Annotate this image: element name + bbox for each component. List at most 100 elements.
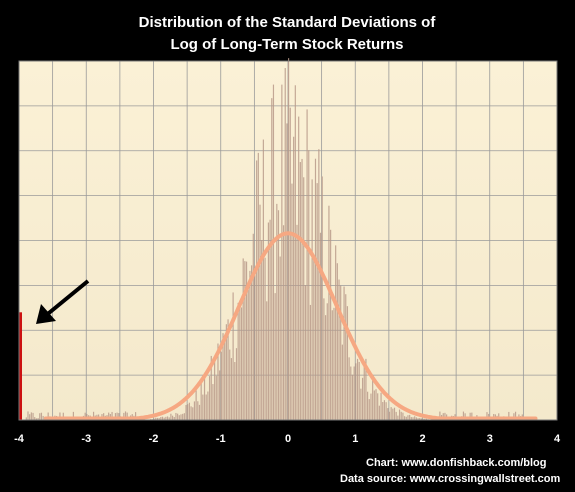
histogram-bar	[279, 256, 281, 420]
histogram-bar	[288, 58, 290, 421]
histogram-bar	[397, 415, 399, 420]
histogram-bar	[32, 412, 34, 420]
histogram-bar	[266, 301, 268, 420]
histogram-bar	[383, 400, 386, 420]
histogram-bar	[372, 379, 374, 420]
histogram-bar	[155, 417, 157, 420]
histogram-bar	[367, 391, 369, 420]
histogram-bar	[262, 139, 264, 421]
histogram-bar	[338, 279, 340, 420]
histogram-bar	[210, 355, 212, 420]
histogram-bar	[217, 343, 219, 420]
histogram-bar	[207, 391, 209, 420]
histogram-bar	[377, 393, 379, 420]
histogram-bar	[350, 366, 352, 420]
histogram-bar	[388, 411, 391, 420]
histogram-bar	[198, 404, 201, 420]
histogram-bar	[419, 417, 421, 420]
histogram-bar	[264, 257, 266, 420]
histogram-bar	[294, 85, 296, 420]
histogram-bar	[185, 404, 187, 420]
histogram-bar	[358, 361, 360, 420]
histogram-bar	[163, 417, 165, 420]
histogram-bar	[333, 307, 335, 420]
histogram-bar	[296, 224, 298, 420]
histogram-bar	[251, 265, 253, 420]
histogram-bar	[175, 412, 177, 420]
histogram-bar	[173, 417, 175, 420]
histogram-bar	[156, 417, 159, 420]
histogram-bar	[124, 411, 127, 420]
histogram-bar	[508, 411, 510, 420]
histogram-bar	[84, 412, 86, 420]
histogram-bar	[410, 417, 412, 420]
histogram-bar	[111, 411, 113, 420]
histogram-bar	[356, 358, 359, 420]
x-tick-label: 3	[487, 433, 493, 445]
histogram-bar	[373, 390, 375, 420]
histogram-bar	[341, 344, 343, 420]
histogram-bar	[177, 413, 179, 420]
histogram-bar	[382, 402, 384, 420]
x-tick-label: -3	[81, 433, 91, 445]
histogram-bar	[402, 412, 404, 420]
histogram-bar	[393, 407, 396, 420]
histogram-bar	[395, 411, 397, 420]
histogram-bar	[135, 412, 137, 420]
histogram-bar	[368, 399, 370, 420]
histogram-bar	[245, 261, 248, 420]
histogram-bar	[392, 408, 394, 420]
histogram-bar	[197, 401, 199, 420]
histogram-bar	[116, 412, 118, 420]
histogram-bar	[345, 294, 347, 420]
histogram-bar	[237, 302, 239, 420]
histogram-bar	[314, 158, 317, 421]
histogram-bar	[239, 300, 241, 420]
histogram-bar	[412, 417, 414, 420]
histogram-bar	[126, 412, 128, 420]
histogram-bar	[407, 415, 409, 420]
histogram-bar	[35, 418, 37, 420]
histogram-bar	[30, 412, 32, 420]
histogram-bar	[414, 416, 416, 420]
outlier-bar	[19, 312, 22, 420]
histogram-bar	[514, 411, 517, 420]
histogram-bar	[254, 275, 256, 420]
histogram-bar	[214, 357, 216, 420]
histogram-bar	[370, 393, 372, 420]
histogram-bar	[444, 412, 446, 420]
histogram-bar	[400, 411, 402, 420]
histogram-bar	[224, 342, 226, 420]
histogram-bar	[304, 285, 306, 420]
histogram-bar	[425, 418, 428, 420]
histogram-bar	[355, 363, 357, 420]
histogram-bar	[205, 394, 207, 420]
histogram-bar	[261, 240, 263, 420]
normal-curve	[43, 231, 538, 421]
histogram-bar	[161, 416, 164, 420]
histogram-bar	[220, 351, 222, 420]
histogram-bar	[306, 109, 308, 420]
histogram-bar	[363, 367, 365, 420]
histogram-bar	[330, 229, 332, 420]
histogram-bar	[375, 389, 377, 420]
histogram-bar	[242, 258, 244, 420]
histogram-bar	[462, 411, 465, 420]
histogram-bar	[59, 412, 61, 420]
histogram-bar	[301, 158, 303, 421]
histogram-bar	[25, 417, 27, 420]
histogram-bar	[170, 413, 172, 420]
histogram-bar	[486, 412, 488, 420]
histogram-bar	[267, 222, 270, 420]
histogram-bar	[232, 292, 234, 420]
histogram-bar	[168, 417, 170, 420]
histogram-bar	[385, 402, 387, 420]
histogram-bar	[365, 358, 367, 420]
histogram-bar	[311, 179, 313, 420]
histogram-bar	[252, 233, 254, 420]
histogram-bar	[257, 152, 259, 420]
histogram-bar	[271, 98, 273, 420]
histogram-bar	[417, 418, 419, 420]
histogram-bar	[378, 405, 380, 420]
histogram-bar	[92, 411, 95, 420]
